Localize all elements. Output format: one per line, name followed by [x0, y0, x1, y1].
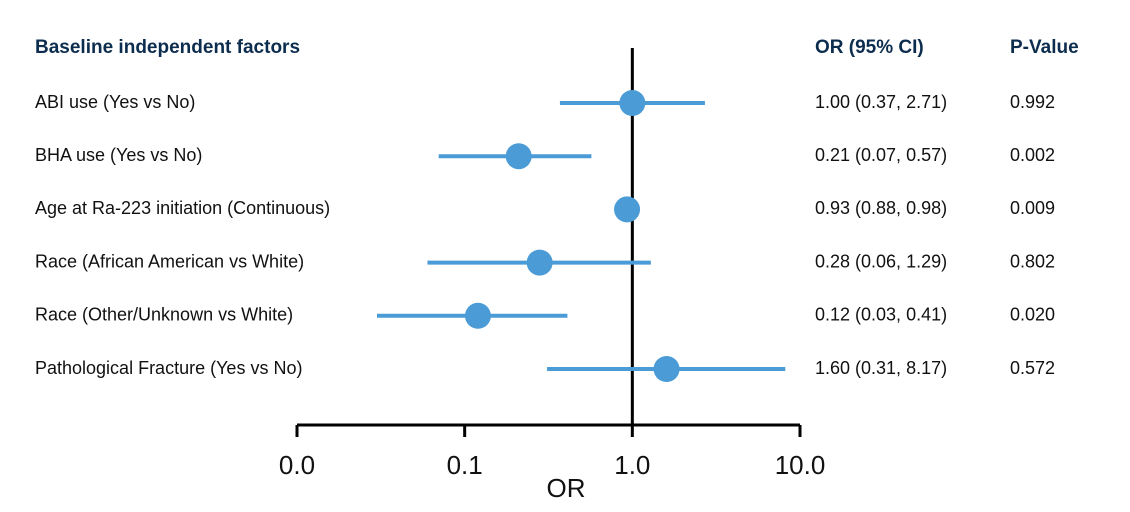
chart-title: Baseline independent factors — [35, 37, 300, 58]
p-value: 0.992 — [1010, 92, 1055, 112]
or-point — [619, 90, 646, 116]
x-tick-label: 1.0 — [614, 450, 650, 480]
row-label: BHA use (Yes vs No) — [35, 145, 202, 165]
or-point — [464, 302, 491, 329]
p-value: 0.009 — [1010, 198, 1055, 218]
p-header: P-Value — [1010, 37, 1079, 58]
or-point — [653, 356, 680, 382]
or-point — [614, 196, 641, 223]
ci-header: OR (95% CI) — [815, 37, 924, 58]
ci-label: 1.00 (0.37, 2.71) — [815, 92, 947, 112]
x-axis-label: OR — [547, 473, 586, 503]
p-value: 0.802 — [1010, 251, 1055, 271]
ci-label: 0.28 (0.06, 1.29) — [815, 251, 947, 271]
p-value: 0.572 — [1010, 358, 1055, 378]
x-tick-label: 0.0 — [279, 450, 315, 480]
row-label: Age at Ra-223 initiation (Continuous) — [35, 198, 330, 218]
ci-label: 0.21 (0.07, 0.57) — [815, 145, 947, 165]
row-label: ABI use (Yes vs No) — [35, 92, 195, 112]
x-tick-label: 0.1 — [447, 450, 483, 480]
x-tick-label: 10.0 — [775, 450, 826, 480]
row-label: Race (Other/Unknown vs White) — [35, 305, 293, 325]
ci-label: 0.93 (0.88, 0.98) — [815, 198, 947, 218]
row-label: Pathological Fracture (Yes vs No) — [35, 358, 302, 378]
ci-label: 1.60 (0.31, 8.17) — [815, 358, 947, 378]
p-value: 0.020 — [1010, 305, 1055, 325]
row-label: Race (African American vs White) — [35, 251, 304, 271]
ci-label: 0.12 (0.03, 0.41) — [815, 305, 947, 325]
or-point — [505, 143, 532, 170]
p-value: 0.002 — [1010, 145, 1055, 165]
or-point — [526, 249, 553, 276]
